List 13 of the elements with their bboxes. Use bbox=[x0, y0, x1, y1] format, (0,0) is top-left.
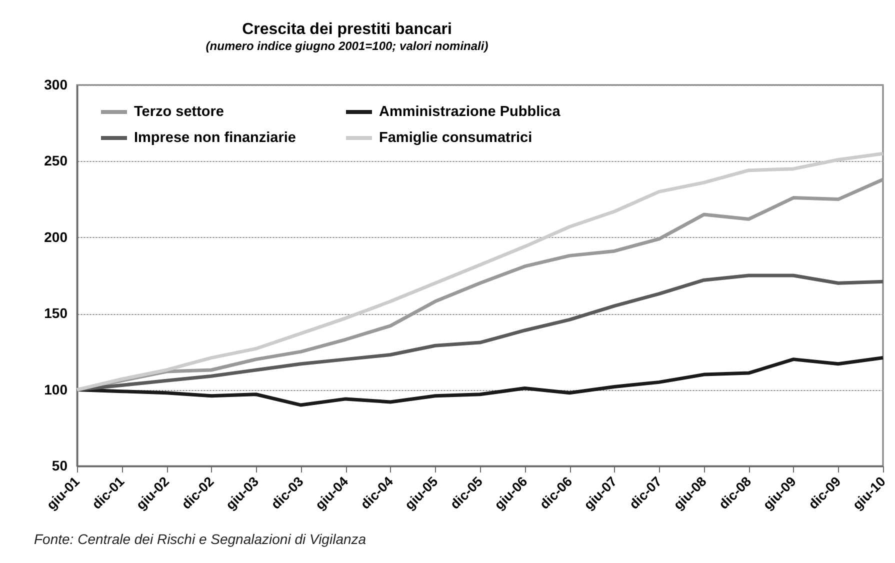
legend-label: Famiglie consumatrici bbox=[379, 130, 532, 146]
source-note: Fonte: Centrale dei Rischi e Segnalazioni di Vigilanza bbox=[34, 531, 366, 547]
y-tick-label: 300 bbox=[44, 76, 68, 92]
y-tick-label: 150 bbox=[44, 305, 68, 322]
y-tick-label: 50 bbox=[52, 458, 68, 474]
y-tick-label: 200 bbox=[44, 228, 68, 245]
chart-subtitle: (numero indice giugno 2001=100; valori nominali) bbox=[206, 39, 488, 53]
y-tick-label: 100 bbox=[44, 381, 68, 398]
legend-label: Imprese non finanziarie bbox=[134, 130, 296, 146]
legend-label: Terzo settore bbox=[134, 104, 224, 120]
legend-label: Amministrazione Pubblica bbox=[379, 104, 562, 120]
y-tick-label: 250 bbox=[44, 152, 68, 169]
chart-title: Crescita dei prestiti bancari bbox=[242, 21, 452, 38]
